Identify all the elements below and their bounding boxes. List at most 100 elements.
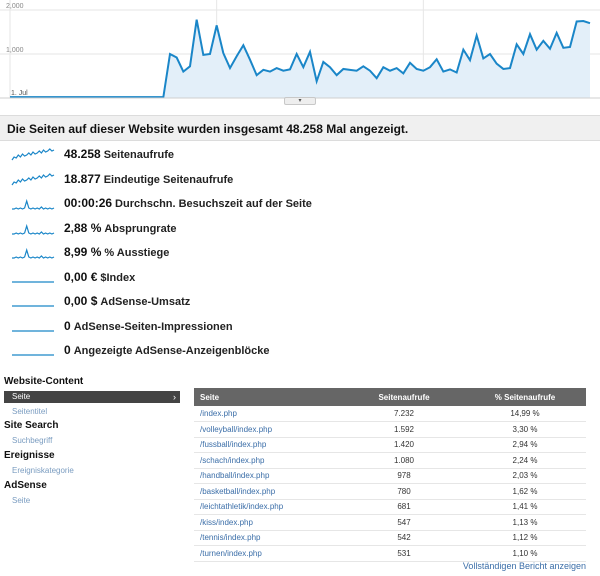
metric-value: 0,00 $	[64, 294, 98, 308]
percent-cell: 2,24 %	[464, 452, 586, 469]
metric-value: 0,00 €	[64, 269, 98, 284]
column-header-prozent[interactable]: % Seitenaufrufe	[464, 388, 586, 406]
table-row: /tennis/index.php 542 1,12 %	[194, 530, 586, 546]
sparkline-line	[12, 223, 55, 235]
metric-label: Eindeutige Seitenaufrufe	[103, 173, 234, 186]
metric-value: 0	[64, 318, 71, 333]
percent-cell: 3,30 %	[464, 421, 586, 438]
metric-value: 2,88 %	[64, 220, 102, 235]
pageviews-cell: 531	[344, 545, 464, 562]
metric-row[interactable]: 2,88 % Absprungrate	[0, 218, 600, 242]
page-link[interactable]: /schach/index.php	[194, 452, 344, 469]
pageviews-cell: 542	[344, 530, 464, 546]
metric-label: Absprungrate	[104, 222, 177, 235]
nav-item-ereigniskategorie[interactable]: Ereigniskategorie	[12, 466, 74, 475]
nav-section-website-content: Website-Content	[4, 376, 84, 387]
page-link[interactable]: /volleyball/index.php	[194, 421, 344, 438]
page-link[interactable]: /index.php	[194, 406, 344, 422]
y-tick-label: 2,000	[6, 3, 24, 10]
table-row: /schach/index.php 1.080 2,24 %	[194, 452, 586, 469]
pageviews-cell: 1.080	[344, 452, 464, 469]
full-report-link[interactable]: Vollständigen Bericht anzeigen	[462, 561, 586, 571]
page-link[interactable]: /fussball/index.php	[194, 437, 344, 453]
metric-row[interactable]: 0,00 $ AdSense-Umsatz	[0, 291, 600, 315]
pageviews-cell: 1.420	[344, 437, 464, 453]
sparkline-icon	[12, 354, 54, 356]
metric-value: 18.877	[64, 171, 101, 186]
metric-label: % Ausstiege	[104, 247, 170, 259]
nav-item-seite-label: Seite	[12, 392, 31, 401]
table-row: /turnen/index.php 531 1,10 %	[194, 545, 586, 562]
sparkline-line	[11, 148, 55, 161]
page-link[interactable]: /tennis/index.php	[194, 530, 344, 546]
pageviews-cell: 7.232	[344, 406, 464, 422]
table-row: /handball/index.php 978 2,03 %	[194, 468, 586, 484]
metric-value: 0	[64, 343, 71, 357]
metric-value: 8,99 %	[64, 245, 102, 259]
sparkline-icon	[12, 280, 54, 283]
nav-item-seite[interactable]: Seite ›	[4, 391, 180, 403]
percent-cell: 14,99 %	[464, 406, 586, 422]
percent-cell: 2,94 %	[464, 437, 586, 453]
metric-row[interactable]: 0 AdSense-Seiten-Impressionen	[0, 316, 600, 340]
table-row: /fussball/index.php 1.420 2,94 %	[194, 437, 586, 453]
summary-text: Die Seiten auf dieser Website wurden ins…	[7, 122, 409, 136]
metric-row[interactable]: 00:00:26 Durchschn. Besuchszeit auf der S…	[0, 193, 600, 217]
page-link[interactable]: /turnen/index.php	[194, 545, 344, 562]
series-area	[10, 19, 590, 98]
metric-row[interactable]: 0,00 € $Index	[0, 267, 600, 291]
metric-row[interactable]: 8,99 %% Ausstiege	[0, 242, 600, 266]
pageviews-cell: 1.592	[344, 421, 464, 438]
pageviews-cell: 978	[344, 468, 464, 484]
sparkline-line	[12, 198, 55, 210]
table-row: /basketball/index.php 780 1,62 %	[194, 483, 586, 500]
nav-section-ereignisse: Ereignisse	[4, 450, 55, 461]
nav-section-site-search: Site Search	[4, 420, 59, 431]
nav-item-adsense-seite[interactable]: Seite	[12, 496, 31, 505]
sparkline-icon	[11, 172, 55, 185]
percent-cell: 1,62 %	[464, 483, 586, 500]
summary-bar: Die Seiten auf dieser Website wurden ins…	[0, 115, 600, 141]
table-row: /index.php 7.232 14,99 %	[194, 406, 586, 422]
metric-value: 00:00:26	[64, 196, 113, 210]
nav-item-suchbegriff[interactable]: Suchbegriff	[12, 436, 53, 445]
page-link[interactable]: /kiss/index.php	[194, 514, 344, 531]
metric-row[interactable]: 18.877 Eindeutige Seitenaufrufe	[0, 169, 600, 193]
chart-collapse-handle[interactable]: ▾	[284, 97, 316, 105]
percent-cell: 1,41 %	[464, 499, 586, 515]
table-header-row: Seite Seitenaufrufe % Seitenaufrufe	[194, 388, 586, 406]
column-header-seitenaufrufe[interactable]: Seitenaufrufe	[344, 388, 464, 406]
table-row: /kiss/index.php 547 1,13 %	[194, 514, 586, 531]
sparkline-icon	[12, 305, 54, 307]
page-link[interactable]: /basketball/index.php	[194, 483, 344, 500]
sparkline-icon	[12, 198, 55, 210]
sparkline-icon	[12, 223, 55, 235]
metric-label: Angezeigte AdSense-Anzeigenblöcke	[73, 345, 270, 357]
table-row: /leichtathletik/index.php 681 1,41 %	[194, 499, 586, 515]
page-link[interactable]: /leichtathletik/index.php	[194, 499, 344, 515]
metric-label: $Index	[100, 271, 136, 284]
pages-table: Seite Seitenaufrufe % Seitenaufrufe /ind…	[194, 388, 586, 562]
metric-label: Seitenaufrufe	[103, 149, 174, 161]
x-tick-label: 1. Jul	[11, 90, 28, 97]
sparkline-icon	[12, 329, 54, 332]
percent-cell: 1,12 %	[464, 530, 586, 546]
column-header-seite[interactable]: Seite	[194, 388, 344, 406]
chevron-right-icon: ›	[173, 392, 176, 402]
metric-label: AdSense-Seiten-Impressionen	[73, 320, 233, 333]
metric-label: AdSense-Umsatz	[100, 296, 191, 308]
metric-value: 48.258	[64, 147, 101, 161]
page-link[interactable]: /handball/index.php	[194, 468, 344, 484]
sparkline-icon	[11, 148, 55, 161]
series-line	[10, 19, 591, 99]
table-row: /volleyball/index.php 1.592 3,30 %	[194, 421, 586, 438]
pageviews-cell: 780	[344, 483, 464, 500]
metric-row[interactable]: 0 Angezeigte AdSense-Anzeigenblöcke	[0, 340, 600, 364]
y-tick-label: 1,000	[6, 47, 24, 54]
percent-cell: 1,10 %	[464, 545, 586, 562]
nav-item-seitentitel[interactable]: Seitentitel	[12, 407, 48, 416]
metric-row[interactable]: 48.258 Seitenaufrufe	[0, 144, 600, 168]
sparkline-icon	[12, 247, 55, 259]
